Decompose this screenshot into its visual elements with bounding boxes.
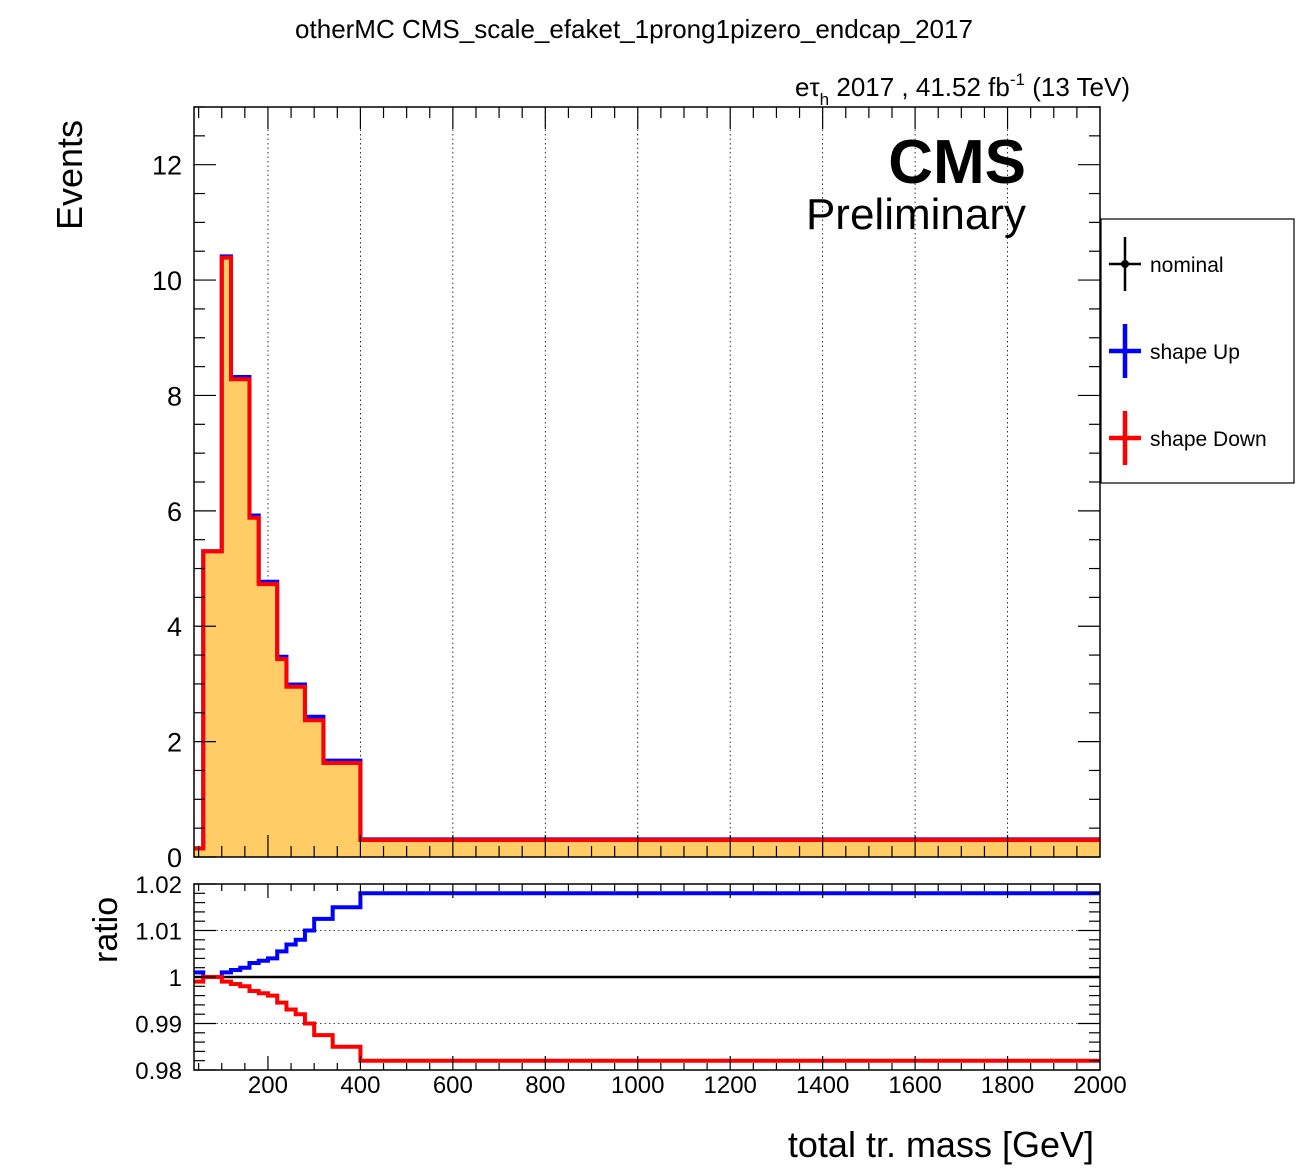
legend-label: shape Up bbox=[1150, 341, 1240, 364]
x-tick-labels: 200 400 600 800 1000 1200 1400 1600 1800 2000 bbox=[248, 1072, 1127, 1099]
series-nominal-fill bbox=[194, 257, 1100, 857]
lumi-label: eτh 2017 , 41.52 fb-1 (13 TeV) bbox=[795, 70, 1130, 109]
x-tick-label: 1600 bbox=[888, 1072, 941, 1099]
ratio-panel: 0.98 0.99 1 1.01 1.02 200 400 600 800 1000 1200 14… bbox=[87, 872, 1127, 1165]
legend-marker-dot bbox=[1121, 260, 1129, 268]
main-ticks bbox=[194, 106, 1100, 858]
main-y-tick-label: 8 bbox=[167, 381, 182, 411]
main-x-grid bbox=[267, 107, 1008, 857]
lumi-sup: -1 bbox=[1010, 70, 1025, 89]
lumi-mid: 2017 , 41.52 fb bbox=[829, 72, 1010, 102]
ratio-y-tick-label: 0.98 bbox=[135, 1058, 182, 1085]
legend-label: nominal bbox=[1150, 254, 1224, 277]
main-y-tick-label: 10 bbox=[152, 266, 182, 296]
x-tick-label: 600 bbox=[433, 1072, 473, 1099]
main-histograms bbox=[194, 254, 1100, 857]
legend-label: shape Down bbox=[1150, 428, 1267, 451]
legend: nominal shape Up shape Down bbox=[1100, 218, 1295, 484]
main-y-tick-label: 2 bbox=[167, 728, 182, 758]
main-y-tick-label: 6 bbox=[167, 497, 182, 527]
main-y-tick-label: 0 bbox=[167, 843, 182, 873]
legend-entry: nominal bbox=[1109, 237, 1224, 291]
lumi-suffix: (13 TeV) bbox=[1025, 72, 1130, 102]
lumi-sub: h bbox=[820, 90, 829, 109]
cms-label: CMS bbox=[888, 128, 1026, 197]
legend-entry: shape Down bbox=[1109, 411, 1267, 465]
ratio-y-tick-label: 1 bbox=[169, 965, 182, 992]
chart-title: otherMC CMS_scale_efaket_1prong1pizero_e… bbox=[295, 14, 973, 44]
x-tick-label: 1400 bbox=[796, 1072, 849, 1099]
x-tick-label: 2000 bbox=[1073, 1072, 1126, 1099]
main-y-tick-label: 4 bbox=[167, 612, 182, 642]
series-shape-down-line bbox=[194, 255, 1100, 851]
x-tick-label: 1200 bbox=[704, 1072, 757, 1099]
main-y-tick-labels: 0 2 4 6 8 10 12 bbox=[152, 151, 182, 873]
ratio-plot-frame bbox=[193, 883, 1101, 1071]
ratio-series-shape-up bbox=[194, 891, 1100, 979]
x-axis-label: total tr. mass [GeV] bbox=[788, 1124, 1094, 1165]
x-tick-label: 400 bbox=[340, 1072, 380, 1099]
x-tick-label: 1000 bbox=[611, 1072, 664, 1099]
legend-entry: shape Up bbox=[1109, 324, 1240, 378]
ratio-y-axis-label: ratio bbox=[87, 897, 125, 963]
ratio-y-tick-label: 1.02 bbox=[135, 872, 182, 899]
x-tick-label: 1800 bbox=[981, 1072, 1034, 1099]
main-panel: 0 2 4 6 8 10 12 Events CMS Preliminary bbox=[49, 106, 1101, 873]
x-tick-label: 200 bbox=[248, 1072, 288, 1099]
main-y-axis-label: Events bbox=[49, 120, 90, 230]
legend-entries: nominal shape Up shape Down bbox=[1109, 237, 1267, 465]
ratio-histograms bbox=[194, 891, 1100, 1063]
lumi-prefix: eτ bbox=[795, 72, 820, 102]
x-tick-label: 800 bbox=[525, 1072, 565, 1099]
ratio-series-shape-down bbox=[194, 975, 1100, 1063]
ratio-y-tick-labels: 0.98 0.99 1 1.01 1.02 bbox=[135, 872, 182, 1085]
ratio-y-tick-label: 0.99 bbox=[135, 1012, 182, 1039]
cms-sublabel: Preliminary bbox=[806, 190, 1026, 239]
main-plot-frame bbox=[193, 106, 1101, 858]
main-y-tick-label: 12 bbox=[152, 151, 182, 181]
ratio-y-tick-label: 1.01 bbox=[135, 919, 182, 946]
